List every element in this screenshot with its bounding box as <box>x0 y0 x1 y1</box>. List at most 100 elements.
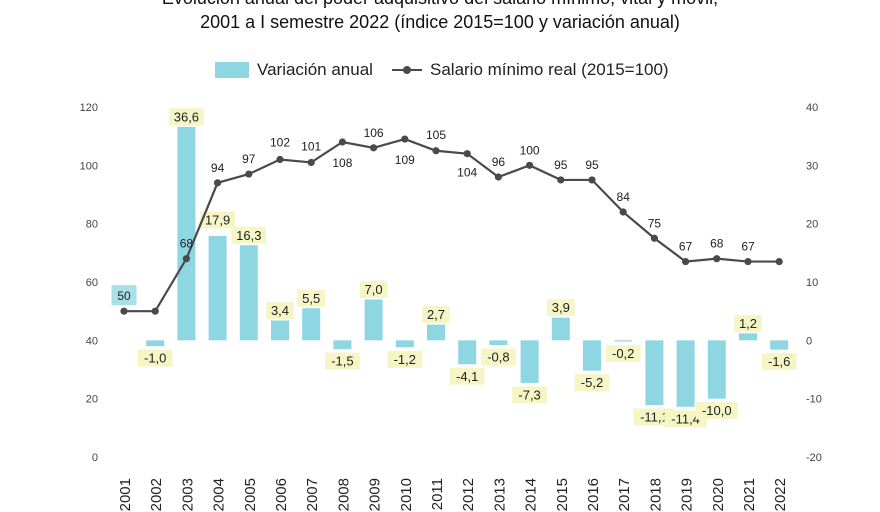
bar-variacion <box>489 340 508 345</box>
x-axis-tick: 2006 <box>273 478 290 511</box>
bar-value-label: -1,0 <box>137 349 173 367</box>
chart-legend: Variación anual Salario mínimo real (201… <box>0 60 880 82</box>
bar-value-label: 7,0 <box>359 281 388 298</box>
legend-line-swatch <box>392 62 422 78</box>
line-marker <box>276 155 284 164</box>
bar-value-label: -1,5 <box>325 352 360 370</box>
bar-value-label: 3,4 <box>266 302 294 319</box>
line-marker <box>557 176 565 184</box>
bar-variacion <box>676 340 695 407</box>
bar-variacion <box>739 333 757 341</box>
line-value-label: 97 <box>242 152 256 166</box>
right-axis-tick: 30 <box>806 160 818 172</box>
line-value-label: 106 <box>364 126 384 140</box>
bar-label-text: 3,4 <box>271 303 289 318</box>
bar-variacion <box>177 126 196 341</box>
bar-label-text: 16,3 <box>236 228 261 243</box>
bar-label-bg <box>449 367 485 385</box>
line-marker <box>744 257 752 266</box>
bar-label-text: -5,2 <box>581 375 603 390</box>
bar-label-bg <box>605 345 641 362</box>
line-marker <box>245 170 253 178</box>
bar-variacion <box>364 299 383 341</box>
line-marker <box>463 150 471 158</box>
line-value-label: 68 <box>180 237 194 251</box>
line-label-text: 95 <box>554 158 568 172</box>
bar-label-bg <box>137 349 173 367</box>
right-axis-tick: 20 <box>806 219 818 231</box>
line-value-label: 102 <box>270 136 290 150</box>
x-axis-tick: 2016 <box>585 478 602 511</box>
bar-label-text: -11,4 <box>671 411 700 426</box>
line-label-text: 75 <box>648 216 662 230</box>
bar-label-bg <box>231 226 267 244</box>
x-axis-tick: 2019 <box>679 478 696 511</box>
x-axis-tick: 2003 <box>179 478 196 511</box>
left-axis-tick: 100 <box>80 160 98 172</box>
bar-label-bg <box>512 386 547 404</box>
bar-value-label: 3,9 <box>547 299 575 317</box>
x-axis-tick: 2018 <box>647 478 664 511</box>
bar-label-text: 36,6 <box>174 109 199 124</box>
line-marker <box>182 255 190 263</box>
bar-variacion <box>271 320 289 341</box>
line-label-text: 100 <box>520 143 540 157</box>
line-marker <box>775 257 783 266</box>
bar-variacion <box>645 340 664 406</box>
line-value-label: 100 <box>520 143 540 157</box>
bar-label-text: -1,2 <box>394 352 416 367</box>
line-marker <box>401 135 409 143</box>
right-axis-tick: 40 <box>806 102 818 114</box>
line-label-text: 84 <box>617 190 631 204</box>
legend-bar-swatch <box>215 62 249 78</box>
x-axis-tick: 2010 <box>398 478 415 511</box>
line-label-text: 95 <box>585 158 599 172</box>
line-value-label: 105 <box>426 128 446 142</box>
bar-variacion <box>583 340 601 371</box>
line-label-text: 106 <box>364 126 384 140</box>
line-marker <box>120 307 128 315</box>
line-value-label: 75 <box>648 216 662 230</box>
bar-value-label: 36,6 <box>169 108 204 126</box>
left-axis-tick: 60 <box>86 277 98 289</box>
bar-value-label: -4,1 <box>449 367 485 385</box>
line-value-label: 109 <box>395 153 415 167</box>
line-label-text: 96 <box>492 155 506 169</box>
x-axis-tick: 2001 <box>117 478 134 511</box>
line-marker <box>151 307 159 315</box>
line-value-label: 108 <box>332 156 352 170</box>
x-axis-tick: 2004 <box>211 478 228 511</box>
legend-item-variacion: Variación anual <box>215 60 373 80</box>
chart-title-line1: Evolución anual del poder adquisitivo de… <box>0 0 880 9</box>
line-marker <box>370 144 378 152</box>
bar-label-bg <box>359 281 388 298</box>
legend-label-salario: Salario mínimo real (2015=100) <box>430 60 669 79</box>
line-label-text: 109 <box>395 153 415 167</box>
bar-label-text: -1,5 <box>331 354 353 369</box>
bar-value-label: -0,8 <box>481 348 516 366</box>
line-value-label: 84 <box>617 190 631 204</box>
x-axis-tick: 2015 <box>554 478 571 511</box>
bar-label-bg <box>297 289 325 307</box>
bar-label-bg <box>200 211 235 229</box>
x-axis-tick: 2013 <box>491 478 508 511</box>
bar-variacion <box>208 235 227 341</box>
x-axis-tick: 2011 <box>429 478 446 510</box>
line-value-label: 95 <box>554 158 568 172</box>
line-value-label: 94 <box>211 161 225 175</box>
x-axis-tick: 2012 <box>460 478 477 511</box>
bar-label-bg <box>695 402 738 420</box>
line-value-label: 95 <box>585 158 599 172</box>
left-axis-tick: 20 <box>86 394 98 406</box>
bar-value-label: 16,3 <box>231 226 267 244</box>
line-marker <box>494 173 502 181</box>
x-axis-tick: 2002 <box>148 478 165 511</box>
x-axis-tick: 2007 <box>304 478 321 511</box>
x-axis-tick: 2022 <box>772 478 789 511</box>
bar-variacion <box>333 340 352 350</box>
right-axis-tick: 10 <box>806 277 818 289</box>
bar-label-text: 3,9 <box>552 300 570 315</box>
line-marker <box>214 179 222 187</box>
left-axis-tick: 40 <box>86 335 98 347</box>
